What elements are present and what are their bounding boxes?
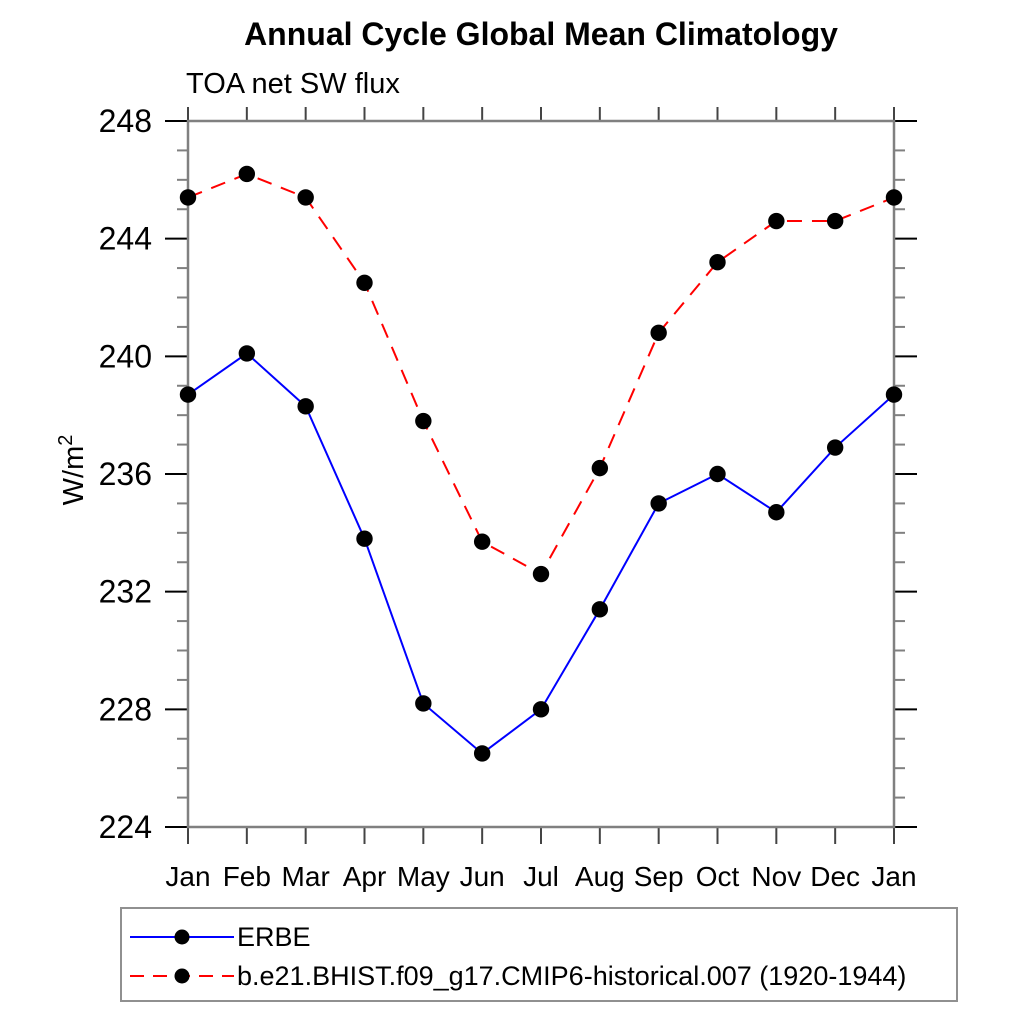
- data-point-marker: [591, 459, 609, 477]
- data-point-marker: [532, 565, 550, 583]
- data-point-marker: [885, 189, 903, 206]
- plot-frame: [186, 119, 896, 829]
- data-point-marker: [356, 274, 373, 291]
- svg-text:Aug: Aug: [575, 861, 625, 892]
- data-point-marker: [532, 701, 550, 718]
- series-line-model: [187, 172, 895, 576]
- legend-marker: [174, 929, 190, 945]
- series-line-erbe: [187, 352, 895, 755]
- series-model: [179, 165, 903, 583]
- data-point-marker: [591, 601, 609, 618]
- x-axis-ticks: [187, 107, 895, 844]
- x-axis-tick-labels: Jan Feb Mar Apr May Jun Jul Aug Sep Oct Nov Dec Jan: [165, 861, 916, 892]
- svg-text:Mar: Mar: [282, 861, 330, 892]
- svg-text:Apr: Apr: [343, 861, 387, 892]
- svg-text:Oct: Oct: [696, 861, 740, 892]
- legend-marker: [174, 968, 190, 984]
- legend-line-sample-model: [130, 968, 234, 984]
- legend-entry-model: b.e21.BHIST.f09_g17.CMIP6-historical.007…: [130, 960, 906, 992]
- svg-text:248: 248: [99, 103, 152, 139]
- data-point-marker: [826, 212, 844, 230]
- data-point-marker: [179, 189, 197, 206]
- data-point-marker: [415, 695, 432, 712]
- svg-text:232: 232: [99, 574, 152, 610]
- data-point-marker: [473, 745, 491, 762]
- data-point-marker: [356, 530, 373, 547]
- svg-text:228: 228: [99, 691, 152, 727]
- data-point-marker: [768, 212, 785, 230]
- chart-title: Annual Cycle Global Mean Climatology: [244, 16, 838, 52]
- data-point-marker: [179, 386, 197, 403]
- svg-text:Jun: Jun: [460, 861, 505, 892]
- y-axis-ticks: [165, 120, 917, 828]
- data-point-marker: [415, 412, 432, 430]
- svg-text:Nov: Nov: [751, 861, 801, 892]
- svg-text:244: 244: [99, 221, 152, 257]
- data-point-marker: [473, 533, 491, 550]
- data-point-marker: [297, 398, 314, 415]
- svg-text:236: 236: [99, 456, 152, 492]
- legend-label-model: b.e21.BHIST.f09_g17.CMIP6-historical.007…: [237, 960, 907, 991]
- svg-text:240: 240: [99, 338, 152, 374]
- svg-text:Sep: Sep: [634, 861, 684, 892]
- plot-frame: [186, 119, 896, 829]
- data-point-marker: [709, 254, 726, 271]
- data-point-marker: [297, 189, 314, 206]
- data-point-marker: [238, 165, 256, 183]
- data-point-marker: [768, 504, 785, 521]
- data-point-marker: [650, 495, 667, 512]
- y-axis-tick-labels: 224 228 232 236 240 244 248: [99, 103, 152, 845]
- series-erbe: [179, 345, 903, 762]
- data-point-marker: [709, 465, 726, 483]
- svg-text:Jul: Jul: [523, 861, 559, 892]
- svg-text:Feb: Feb: [223, 861, 271, 892]
- data-point-marker: [826, 439, 844, 456]
- legend-entry-erbe: ERBE: [130, 921, 311, 953]
- svg-text:May: May: [397, 861, 450, 892]
- svg-text:224: 224: [99, 809, 152, 845]
- data-point-marker: [885, 386, 903, 403]
- data-point-marker: [238, 345, 256, 362]
- chart-subtitle: TOA net SW flux: [186, 68, 400, 100]
- svg-text:Jan: Jan: [871, 861, 916, 892]
- data-point-marker: [650, 324, 667, 341]
- svg-text:Dec: Dec: [810, 861, 860, 892]
- svg-text:Jan: Jan: [165, 861, 210, 892]
- legend-line-sample-erbe: [130, 929, 234, 945]
- legend-box: ERBE b.e21.BHIST.f09_g17.CMIP6-historica…: [120, 907, 958, 1002]
- legend-label-erbe: ERBE: [237, 921, 311, 952]
